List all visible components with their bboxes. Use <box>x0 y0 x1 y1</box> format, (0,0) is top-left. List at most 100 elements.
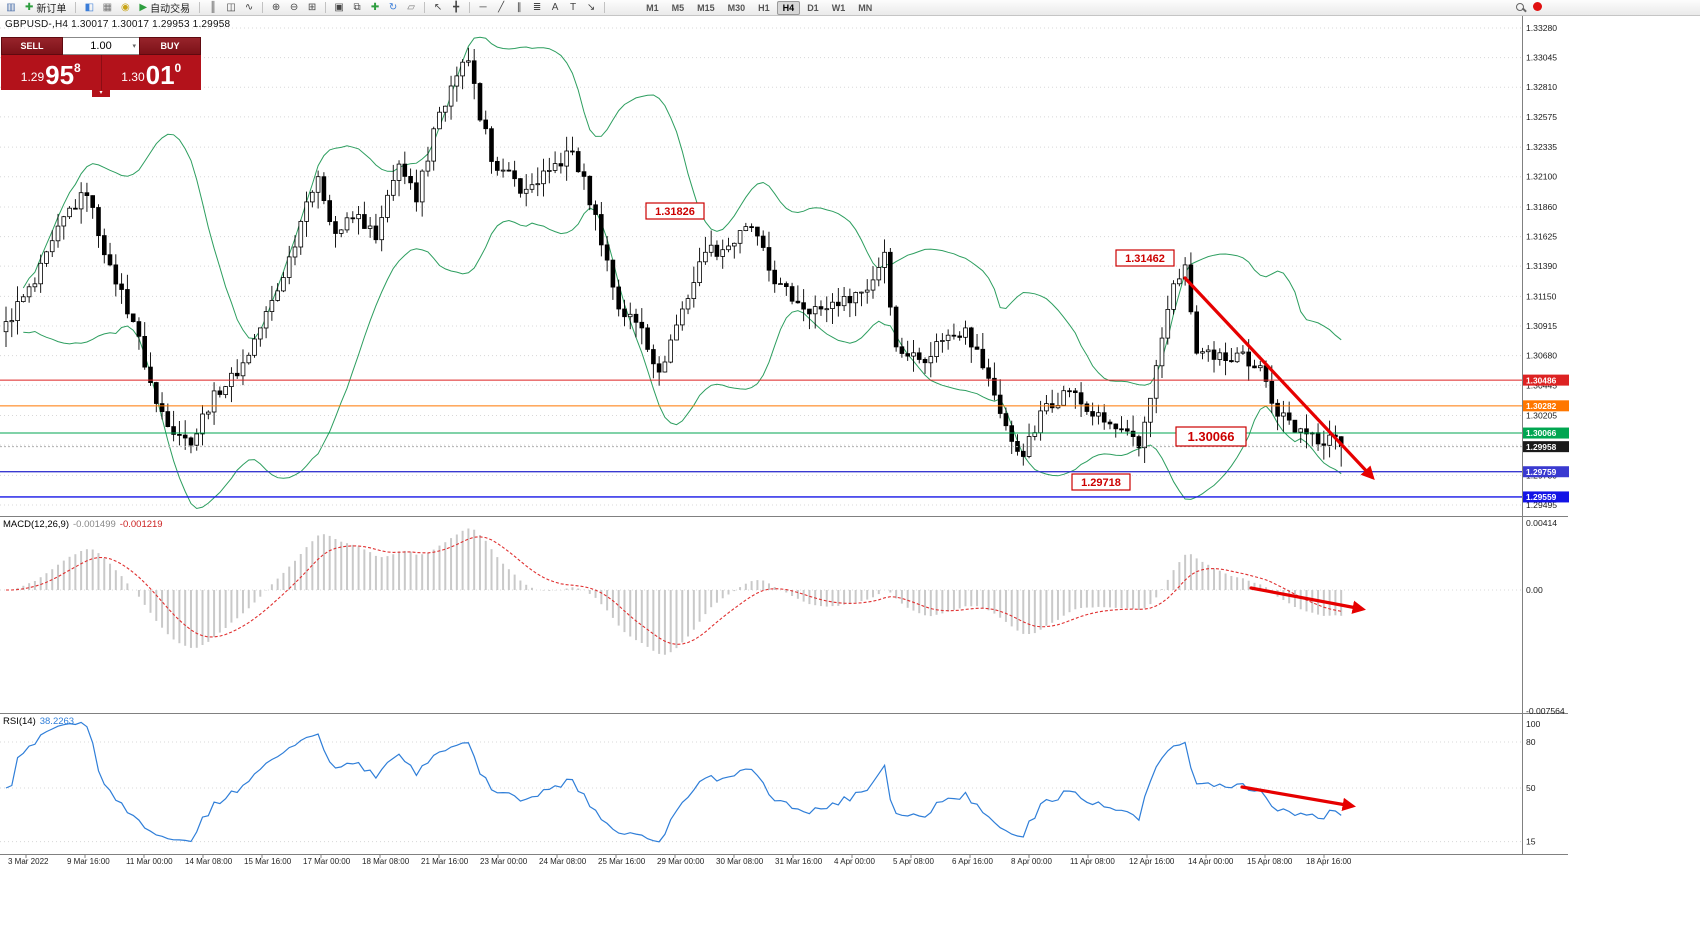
svg-text:1.30282: 1.30282 <box>1526 401 1557 411</box>
tile-windows-icon[interactable]: ▣ <box>331 1 347 15</box>
timeframe-h1[interactable]: H1 <box>758 2 770 13</box>
templates-icon[interactable]: ▱ <box>403 1 419 15</box>
data-window-icon[interactable]: ▦ <box>99 1 115 15</box>
volume-dropdown-icon[interactable]: ▾ <box>132 42 136 50</box>
trade-buttons-row: SELL 1.00 ▾ BUY <box>1 37 201 55</box>
period-refresh-icon[interactable]: ↻ <box>385 1 401 15</box>
svg-text:1.31826: 1.31826 <box>655 206 695 218</box>
label-icon: T <box>570 2 577 13</box>
trendline-icon: ╱ <box>498 2 505 13</box>
horizontal-line-icon[interactable]: ─ <box>475 1 491 15</box>
timeframe-m15[interactable]: M15 <box>697 2 715 13</box>
svg-text:-0.007564: -0.007564 <box>1526 706 1565 716</box>
svg-text:18 Mar 08:00: 18 Mar 08:00 <box>362 857 410 866</box>
trade-panel-collapse-arrow[interactable]: ▾ <box>92 90 110 97</box>
timeframe-d1[interactable]: D1 <box>807 2 819 13</box>
indicators-add-icon[interactable]: ✚ <box>367 1 383 15</box>
label-icon[interactable]: T <box>565 1 581 15</box>
macd-signal-line <box>6 536 1342 645</box>
channel-icon[interactable]: ∥ <box>511 1 527 15</box>
one-click-trade-panel: SELL 1.00 ▾ BUY 1.29 95 8 1.30 01 0 ▾ <box>1 37 201 97</box>
sell-price-prefix: 1.29 <box>20 70 45 84</box>
market-watch-icon[interactable]: ◧ <box>81 1 97 15</box>
timeframe-m30[interactable]: M30 <box>727 2 746 13</box>
notification-badge[interactable] <box>1533 2 1542 11</box>
macd-main-value: -0.001499 <box>73 519 116 530</box>
autotrading-button: ▶ <box>139 2 148 13</box>
sell-price-big: 95 <box>45 60 75 90</box>
arrows-tool-icon: ↘ <box>586 2 596 13</box>
volume-value[interactable]: 1.00 <box>90 40 112 52</box>
rsi-name: RSI(14) <box>3 716 36 727</box>
sell-button[interactable]: SELL <box>1 37 63 55</box>
navigator-icon: ◉ <box>121 2 130 13</box>
line-chart-icon: ∿ <box>244 2 254 13</box>
timeframe-m5[interactable]: M5 <box>671 2 685 13</box>
autotrading-button[interactable]: ▶ 自动交易 <box>135 1 194 15</box>
cascade-windows-icon: ⧉ <box>353 2 361 13</box>
svg-text:0.00414: 0.00414 <box>1526 518 1557 528</box>
toolbar-separator <box>424 2 426 13</box>
candlestick-chart-icon[interactable]: ◫ <box>223 1 239 15</box>
templates-icon: ▱ <box>407 2 415 13</box>
crosshair-icon[interactable]: ╋ <box>448 1 464 15</box>
svg-text:14 Mar 08:00: 14 Mar 08:00 <box>185 857 233 866</box>
horizontal-level-lines[interactable] <box>0 379 1522 498</box>
fibonacci-icon: ≣ <box>532 2 542 13</box>
search-icon[interactable] <box>1516 2 1524 11</box>
toolbar-separator <box>199 2 201 13</box>
cursor-icon[interactable]: ↖ <box>430 1 446 15</box>
autotrading-button-label: 自动交易 <box>150 4 191 15</box>
svg-text:31 Mar 16:00: 31 Mar 16:00 <box>775 857 823 866</box>
svg-text:1.30915: 1.30915 <box>1526 321 1557 331</box>
line-chart-icon[interactable]: ∿ <box>241 1 257 15</box>
zoom-in-icon[interactable]: ⊕ <box>268 1 284 15</box>
svg-text:9 Mar 16:00: 9 Mar 16:00 <box>67 857 110 866</box>
svg-text:0.00: 0.00 <box>1526 585 1543 595</box>
bollinger-bands[interactable] <box>22 36 1342 510</box>
zoom-out-icon: ⊖ <box>289 2 299 13</box>
price-annotations[interactable]: 1.31826 1.31462 1.30066 1.29718 <box>645 202 1247 491</box>
svg-text:1.31860: 1.31860 <box>1526 202 1557 212</box>
zoom-in-icon: ⊕ <box>271 2 281 13</box>
timeframe-mn[interactable]: MN <box>858 2 873 13</box>
buy-price-big: 01 <box>145 60 175 90</box>
volume-stepper[interactable]: 1.00 ▾ <box>63 37 139 55</box>
time-axis[interactable]: 3 Mar 2022 9 Mar 16:00 11 Mar 00:00 14 Mar … <box>8 855 1352 866</box>
svg-text:12 Apr 16:00: 12 Apr 16:00 <box>1129 857 1175 866</box>
navigator-icon[interactable]: ◉ <box>117 1 133 15</box>
grid-icon[interactable]: ⊞ <box>304 1 320 15</box>
svg-text:17 Mar 00:00: 17 Mar 00:00 <box>303 857 351 866</box>
candlesticks[interactable] <box>3 47 1344 467</box>
bar-chart-icon[interactable]: ║ <box>205 1 221 15</box>
svg-text:6 Apr 16:00: 6 Apr 16:00 <box>952 857 993 866</box>
cascade-windows-icon[interactable]: ⧉ <box>349 1 365 15</box>
market-watch-icon: ◧ <box>84 2 95 13</box>
text-icon[interactable]: A <box>547 1 563 15</box>
svg-text:3 Mar 2022: 3 Mar 2022 <box>8 857 49 866</box>
timeframe-h4[interactable]: H4 <box>776 0 801 15</box>
svg-text:1.29759: 1.29759 <box>1526 467 1557 477</box>
svg-text:15 Mar 16:00: 15 Mar 16:00 <box>244 857 292 866</box>
sell-price[interactable]: 1.29 95 8 <box>1 55 102 90</box>
timeframe-w1[interactable]: W1 <box>831 2 846 13</box>
svg-text:1.30680: 1.30680 <box>1526 351 1557 361</box>
new-chart-icon: ▥ <box>6 2 16 13</box>
zoom-out-icon[interactable]: ⊖ <box>286 1 302 15</box>
fibonacci-icon[interactable]: ≣ <box>529 1 545 15</box>
svg-text:1.31390: 1.31390 <box>1526 261 1557 271</box>
buy-price[interactable]: 1.30 01 0 <box>102 55 202 90</box>
new-order-button[interactable]: ✚ 新订单 <box>21 1 70 15</box>
timeframe-m1[interactable]: M1 <box>646 2 659 13</box>
trend-arrows[interactable] <box>1183 276 1375 812</box>
new-chart-icon[interactable]: ▥ <box>3 1 19 15</box>
buy-button[interactable]: BUY <box>139 37 201 55</box>
toolbar-right-icons <box>1516 2 1542 11</box>
svg-text:1.29718: 1.29718 <box>1081 477 1121 489</box>
svg-text:1.32100: 1.32100 <box>1526 172 1557 182</box>
new-order-button: ✚ <box>25 2 34 13</box>
trendline-icon[interactable]: ╱ <box>493 1 509 15</box>
arrows-tool-icon[interactable]: ↘ <box>583 1 599 15</box>
